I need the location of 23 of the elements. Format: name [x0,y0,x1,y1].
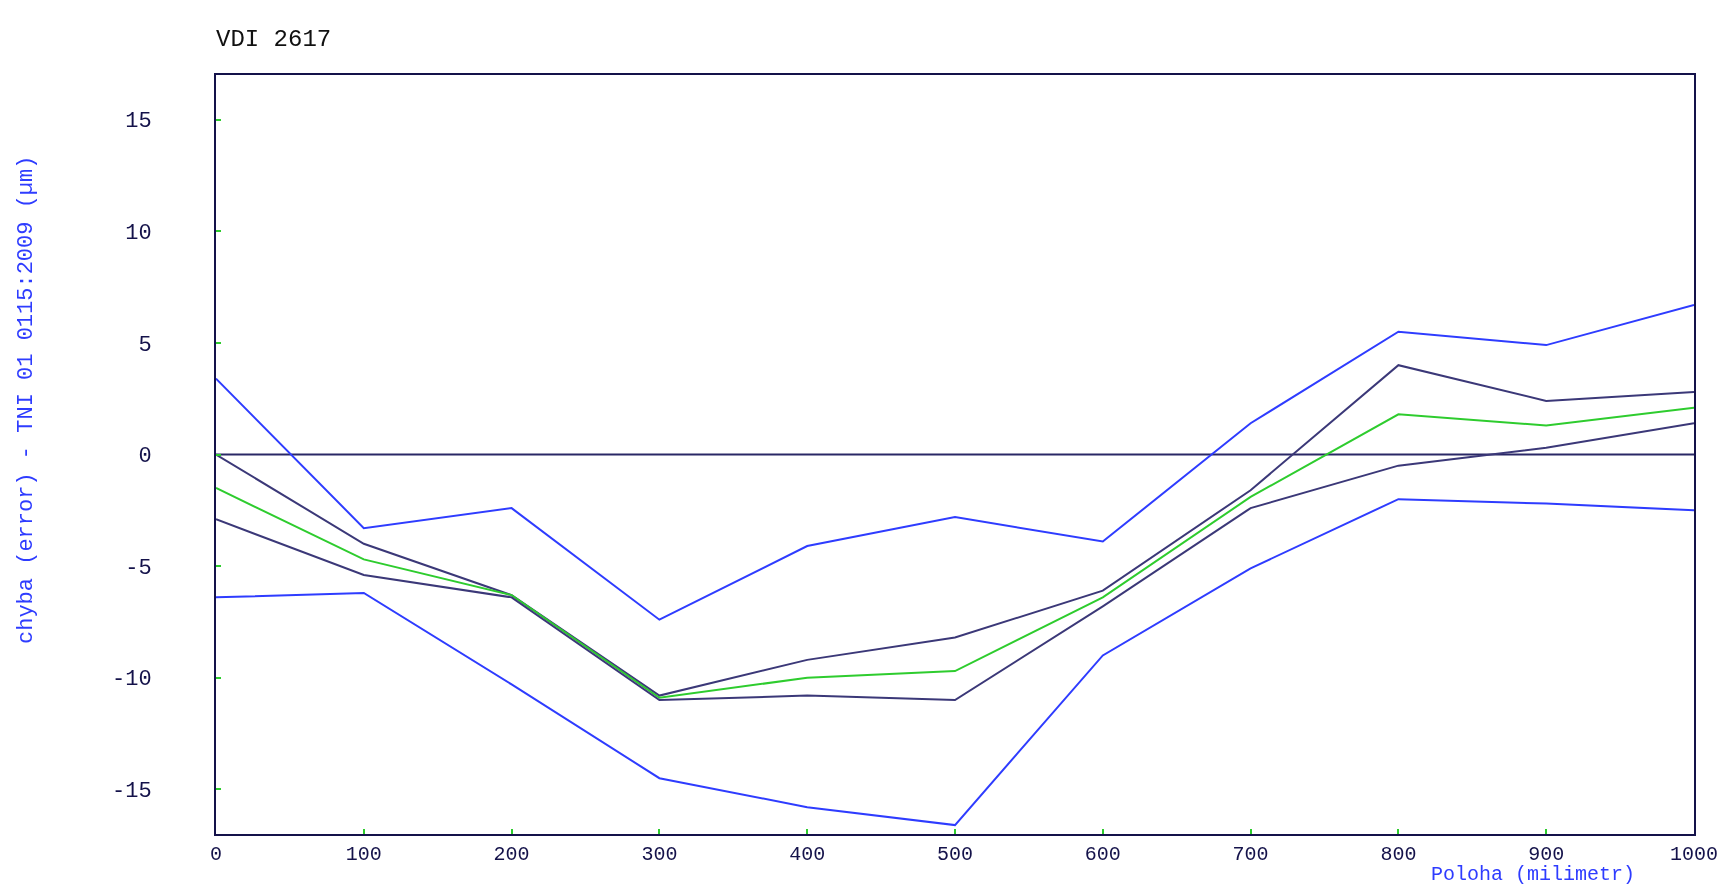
x-tick-label: 1000 [1669,843,1719,866]
y-tick-label: -10 [111,667,152,693]
y-tick-label: 0 [138,444,152,470]
x-tick-label: 200 [493,843,530,866]
chart-title: VDI 2617 [216,26,332,54]
x-tick-label: 400 [789,843,826,866]
x-tick-label: 100 [345,843,382,866]
y-tick-label: -5 [125,555,152,581]
x-axis-title: Poloha (milimetr) [1431,863,1636,886]
y-tick-label: 5 [138,332,152,358]
x-tick-label: 700 [1232,843,1269,866]
x-tick-label: 900 [1528,843,1565,866]
x-tick-label: 500 [936,843,974,866]
x-tick-label: 0 [209,843,223,866]
x-tick-label: 800 [1380,843,1417,866]
y-axis-title: chyba (error) - TNI 01 0115:2009 (µm) [14,155,39,644]
x-tick-label: 600 [1084,843,1121,866]
y-tick-label: -15 [111,779,152,805]
x-tick-label: 300 [641,843,678,866]
y-tick-label: 15 [125,109,152,135]
line-series [216,303,1694,621]
y-tick-label: 10 [125,220,152,246]
line-series [216,498,1694,827]
